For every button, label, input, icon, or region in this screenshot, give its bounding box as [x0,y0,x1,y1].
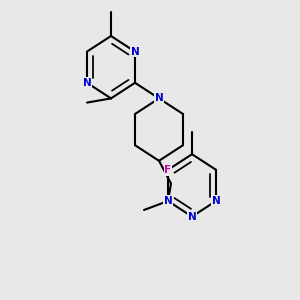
Text: N: N [154,93,164,103]
Text: N: N [188,212,196,222]
Text: N: N [164,196,172,206]
Text: F: F [164,165,172,175]
Text: N: N [212,196,220,206]
Text: N: N [130,46,140,57]
Text: N: N [82,78,91,88]
